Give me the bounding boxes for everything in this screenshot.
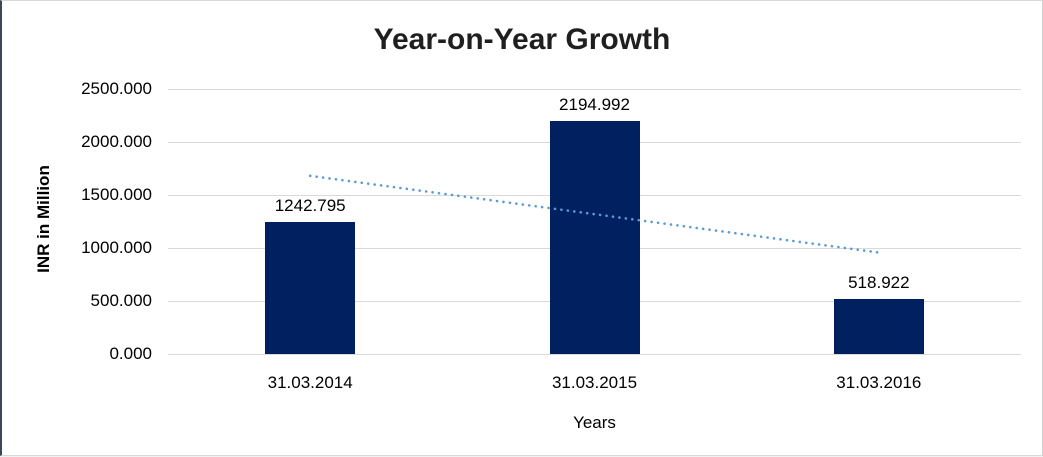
y-tick-label: 500.000 [90, 291, 152, 310]
plot-area: 1242.795 2194.992 518.922 [168, 89, 1021, 355]
y-tick-label: 2000.000 [81, 132, 152, 151]
bar-31.03.2016 [833, 298, 924, 354]
y-tick-label: 1500.000 [81, 185, 152, 204]
x-tick-label: 31.03.2014 [267, 373, 353, 392]
y-tick-label: 2500.000 [81, 79, 152, 98]
chart-title: Year-on-Year Growth [373, 23, 671, 56]
bar-31.03.2015 [549, 121, 640, 354]
bar-31.03.2014 [265, 222, 356, 354]
y-tick-label: 1000.000 [81, 238, 152, 257]
x-tick-label: 31.03.2016 [836, 373, 922, 392]
x-axis-title: Years [573, 413, 616, 432]
gridline [168, 354, 1021, 355]
gridline [168, 89, 1021, 90]
data-label: 1242.795 [274, 196, 346, 216]
y-tick-label: 0.000 [109, 344, 152, 363]
trendline [308, 174, 881, 254]
data-label: 2194.992 [559, 95, 630, 115]
x-tick-label: 31.03.2015 [551, 373, 638, 392]
data-label: 518.922 [848, 272, 910, 292]
